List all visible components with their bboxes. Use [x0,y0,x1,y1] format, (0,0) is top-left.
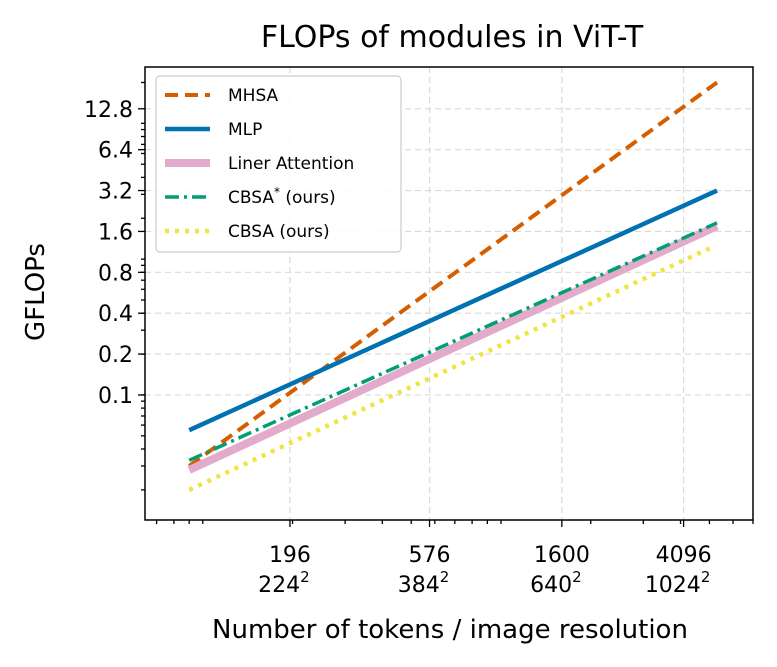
legend: MHSA MLP Liner Attention CBSA* (ours) CBSA (… [155,75,402,253]
y-tick-label: 1.6 [98,220,133,245]
x-tick-label-resolution: 6402 [530,568,582,598]
x-axis-label: Number of tokens / image resolution [212,615,688,645]
x-tick-label-resolution: 10242 [645,568,711,598]
series-lines [187,80,719,492]
legend-label: CBSA (ours) [228,222,330,242]
y-tick-label: 3.2 [98,180,133,205]
chart-title: FLOPs of modules in ViT-T [261,20,644,55]
x-tick-label-resolution: 2242 [258,568,310,598]
plot-frame [144,66,754,521]
series-line-mlp [188,188,718,433]
y-tick-label: 12.8 [84,98,133,123]
x-tick-label-tokens: 4096 [656,543,712,568]
x-tick-label-tokens: 576 [409,543,451,568]
series-line-cbsa [188,221,718,462]
y-tick-label: 6.4 [98,139,133,164]
legend-box [155,75,402,253]
legend-label: CBSA* (ours) [228,185,336,208]
legend-label: Liner Attention [228,154,354,174]
y-tick-label: 0.4 [98,302,133,327]
x-tick-label-tokens: 1600 [534,543,590,568]
series-line-liner-attention [187,222,719,474]
x-tick-label-resolution: 3842 [398,568,450,598]
series-line-cbsa-ours- [188,246,711,492]
x-tick-label-tokens: 196 [269,543,311,568]
y-axis-label: GFLOPs [21,243,51,341]
series-line-mhsa [188,80,719,468]
legend-label: MHSA [228,86,279,106]
legend-label: MLP [228,120,262,140]
y-tick-label: 0.1 [98,384,133,409]
y-tick-label: 0.2 [98,343,133,368]
y-tick-label: 0.8 [98,261,133,286]
